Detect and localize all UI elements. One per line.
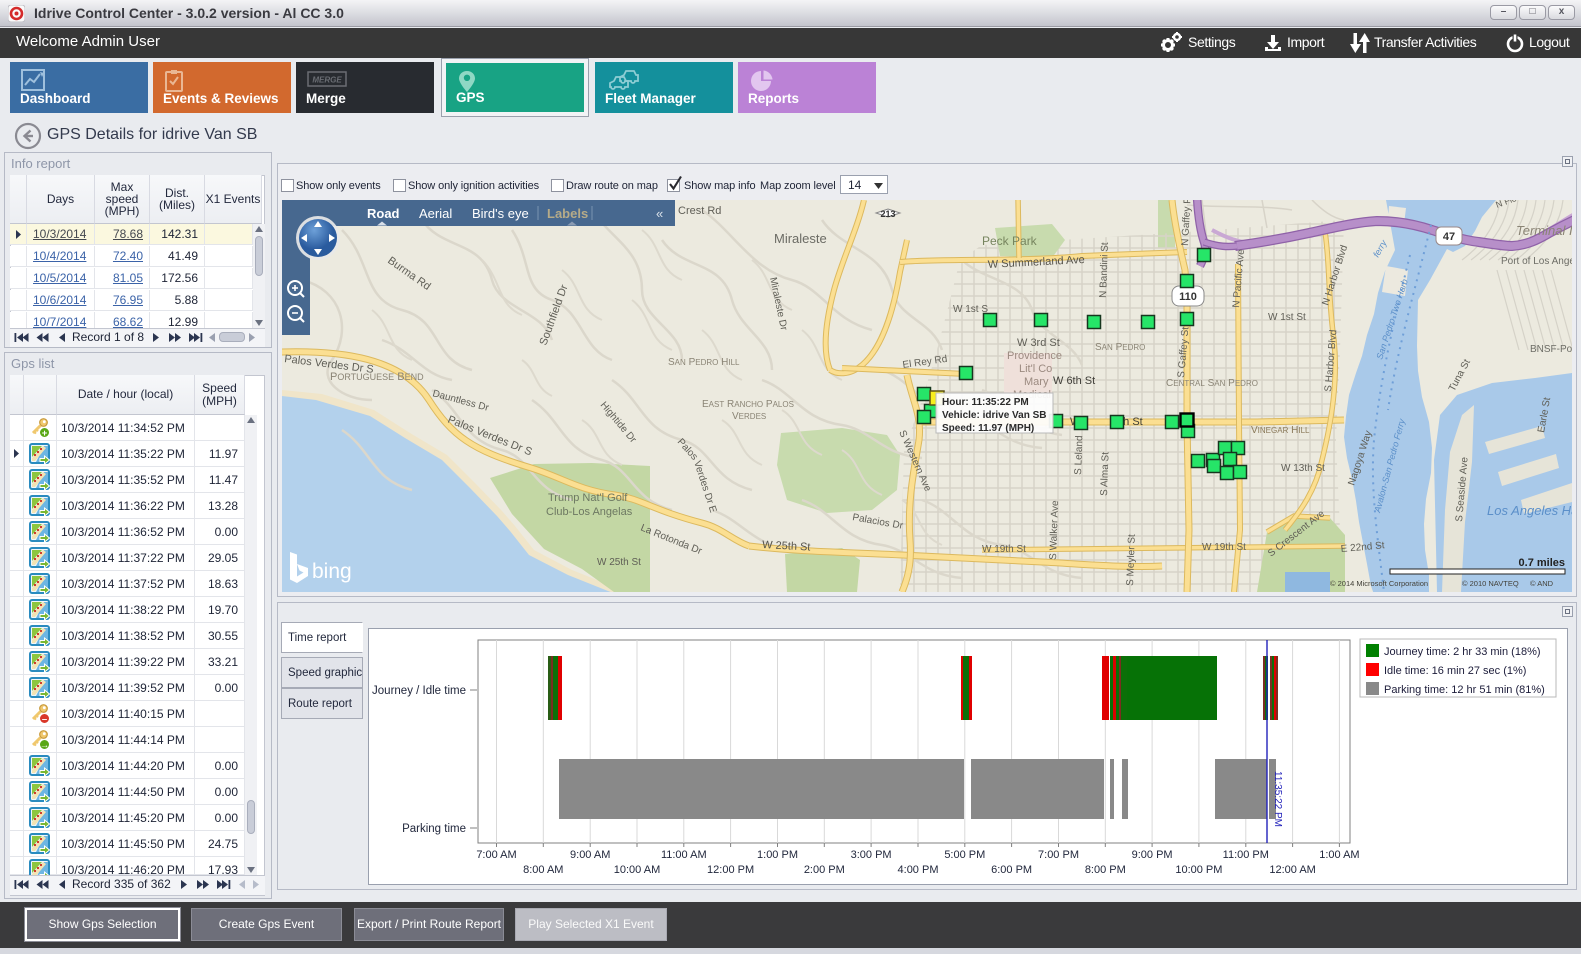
svg-text:12:00 AM: 12:00 AM — [1269, 864, 1315, 876]
svg-text:W 25th St: W 25th St — [762, 539, 811, 554]
svg-text:9:00 PM: 9:00 PM — [1132, 849, 1173, 861]
svg-text:Journey time: 2 hr 33 min (18%: Journey time: 2 hr 33 min (18%) — [1384, 646, 1541, 658]
svg-text:N Flo: N Flo — [1494, 200, 1518, 210]
svg-text:Parking time: Parking time — [402, 823, 466, 835]
svg-text:© 2014 Microsoft Corporation: © 2014 Microsoft Corporation — [1330, 579, 1428, 588]
svg-text:1:00 PM: 1:00 PM — [757, 849, 798, 861]
svg-text:Vehicle: idrive Van SB: Vehicle: idrive Van SB — [942, 410, 1047, 421]
svg-text:N Gaffey Pl: N Gaffey Pl — [1180, 200, 1194, 246]
svg-text:+: + — [42, 428, 48, 439]
svg-text:6:00 PM: 6:00 PM — [991, 864, 1032, 876]
svg-text:Hour: 11:35:22 PM: Hour: 11:35:22 PM — [942, 397, 1029, 408]
svg-text:W 19th St: W 19th St — [982, 544, 1026, 555]
svg-text:W 19th St: W 19th St — [1202, 542, 1246, 553]
svg-text:Journey / Idle time: Journey / Idle time — [372, 685, 466, 697]
svg-text:W 3rd St: W 3rd St — [1017, 337, 1060, 349]
svg-text:MERGE: MERGE — [312, 76, 342, 85]
svg-text:© 2010 NAVTEQ: © 2010 NAVTEQ — [1462, 579, 1519, 588]
svg-text:S Meyler St: S Meyler St — [1125, 534, 1138, 586]
svg-text:S Walker Ave: S Walker Ave — [1048, 500, 1061, 560]
svg-text:Miraleste: Miraleste — [774, 231, 827, 246]
svg-text:EAST RANCHO PALOS: EAST RANCHO PALOS — [702, 399, 794, 410]
svg-text:Bird's eye: Bird's eye — [472, 206, 529, 221]
svg-text:N Pacific Ave: N Pacific Ave — [1231, 248, 1247, 308]
svg-text:Los Angeles Harb: Los Angeles Harb — [1487, 503, 1572, 518]
svg-text:PORTUGUESE BEND: PORTUGUESE BEND — [330, 371, 424, 383]
svg-text:Mary: Mary — [1024, 376, 1049, 388]
svg-text:W 13th St: W 13th St — [1281, 463, 1325, 474]
svg-text:W Summerland Ave: W Summerland Ave — [988, 254, 1086, 271]
svg-text:W 6th St: W 6th St — [1053, 375, 1095, 387]
svg-text:0.7 miles: 0.7 miles — [1519, 557, 1565, 569]
svg-text:8:00 PM: 8:00 PM — [1085, 864, 1126, 876]
svg-text:S Gaffey St: S Gaffey St — [1176, 326, 1191, 378]
svg-text:213: 213 — [880, 209, 895, 219]
svg-text:110: 110 — [1179, 291, 1197, 303]
svg-text:→: → — [40, 740, 50, 751]
svg-text:Terminal Is: Terminal Is — [1516, 223, 1572, 238]
svg-text:Road: Road — [367, 206, 400, 221]
svg-text:bing: bing — [312, 560, 352, 583]
svg-text:Crest Rd: Crest Rd — [678, 205, 721, 217]
svg-text:VERDES: VERDES — [732, 411, 766, 422]
svg-text:Idle time: 16 min 27 sec (1%): Idle time: 16 min 27 sec (1%) — [1384, 665, 1526, 677]
svg-text:11:00 AM: 11:00 AM — [661, 849, 707, 861]
svg-text:W 1st St: W 1st St — [1268, 312, 1306, 323]
svg-text:8:00 AM: 8:00 AM — [523, 864, 563, 876]
svg-text:Providence: Providence — [1007, 350, 1062, 362]
svg-text:Parking time: 12 hr 51 min (81: Parking time: 12 hr 51 min (81%) — [1384, 684, 1545, 696]
svg-text:Peck Park: Peck Park — [982, 234, 1038, 248]
svg-text:N Bandini St: N Bandini St — [1098, 242, 1111, 298]
svg-text:2:00 PM: 2:00 PM — [804, 864, 845, 876]
svg-text:SAN PEDRO HILL: SAN PEDRO HILL — [668, 357, 740, 368]
svg-text:Lit'l Co: Lit'l Co — [1019, 363, 1052, 375]
svg-text:Trump Nat'l Golf: Trump Nat'l Golf — [548, 492, 628, 504]
svg-text:5:00 PM: 5:00 PM — [944, 849, 985, 861]
svg-text:11:35:22 PM: 11:35:22 PM — [1272, 771, 1283, 827]
svg-text:7:00 PM: 7:00 PM — [1038, 849, 1079, 861]
svg-text:Port of Los Angel: Port of Los Angel — [1501, 256, 1572, 267]
svg-text:«: « — [656, 206, 663, 221]
svg-text:W 1st S: W 1st S — [953, 304, 988, 315]
svg-text:9:00 AM: 9:00 AM — [570, 849, 610, 861]
svg-text:4:00 PM: 4:00 PM — [898, 864, 939, 876]
svg-text:S Alma St: S Alma St — [1099, 452, 1112, 496]
svg-text:3:00 PM: 3:00 PM — [851, 849, 892, 861]
svg-text:10:00 PM: 10:00 PM — [1175, 864, 1222, 876]
svg-text:BNSF-Port: BNSF-Port — [1530, 344, 1572, 355]
svg-text:S Harbor Blvd: S Harbor Blvd — [1323, 329, 1339, 392]
svg-text:S Leland: S Leland — [1073, 435, 1085, 475]
svg-text:CENTRAL SAN PEDRO: CENTRAL SAN PEDRO — [1166, 378, 1258, 389]
svg-text:7:00 AM: 7:00 AM — [476, 849, 516, 861]
svg-text:11:00 PM: 11:00 PM — [1223, 849, 1269, 861]
svg-text:VINEGAR HILL: VINEGAR HILL — [1251, 425, 1310, 436]
svg-text:Labels: Labels — [547, 206, 588, 221]
svg-text:Speed: 11.97 (MPH): Speed: 11.97 (MPH) — [942, 423, 1034, 434]
svg-text:–: – — [42, 714, 47, 725]
svg-text:© AND: © AND — [1530, 579, 1554, 588]
svg-text:1:00 AM: 1:00 AM — [1319, 849, 1359, 861]
svg-text:Aerial: Aerial — [419, 206, 452, 221]
svg-text:W 25th St: W 25th St — [597, 557, 641, 568]
svg-text:10:00 AM: 10:00 AM — [614, 864, 660, 876]
svg-text:47: 47 — [1443, 231, 1455, 243]
svg-text:Club-Los Angelas: Club-Los Angelas — [546, 506, 633, 518]
svg-text:E 22nd St: E 22nd St — [1340, 540, 1385, 555]
svg-text:12:00 PM: 12:00 PM — [707, 864, 754, 876]
svg-text:SAN PEDRO: SAN PEDRO — [1095, 342, 1145, 353]
